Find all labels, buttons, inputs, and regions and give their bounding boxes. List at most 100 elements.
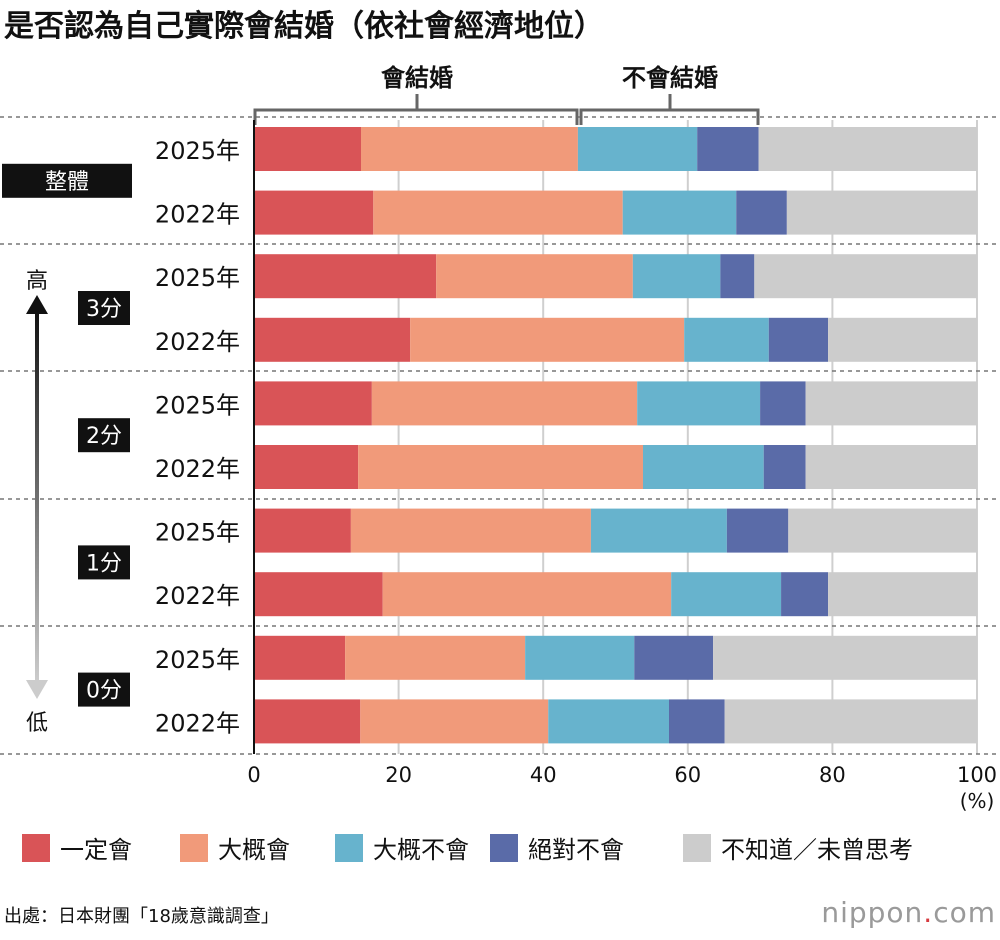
bracket-will-not-marry [579, 94, 760, 125]
legend-swatch [335, 834, 363, 862]
bar-segment [360, 699, 549, 744]
legend: 一定會 大概會 大概不會 絕對不會 不知道／未曾思考 [22, 834, 913, 864]
row-label-year: 2022年 [155, 582, 240, 610]
bar-segment [358, 445, 643, 489]
bar-segment [577, 127, 698, 171]
legend-label: 絕對不會 [528, 836, 624, 864]
bars [254, 127, 977, 744]
bar-segment [254, 254, 437, 299]
x-tick-label: 0 [247, 763, 260, 787]
group-label-box [2, 163, 132, 198]
ses-arrow-icon [26, 295, 48, 699]
row-label-year: 2022年 [155, 455, 240, 483]
group-label: 0分 [86, 679, 122, 704]
legend-swatch [22, 834, 50, 862]
group-label-box [78, 545, 130, 580]
bar-segment [788, 508, 977, 553]
bar-segment [350, 508, 591, 553]
legend-swatch [180, 834, 208, 862]
legend-swatch [683, 834, 711, 862]
bar-segment [436, 254, 633, 299]
bar-segment [720, 254, 755, 299]
legend-label: 大概會 [218, 836, 290, 864]
bracket-label-will-marry: 會結婚 [381, 64, 453, 92]
row-label-year: 2022年 [155, 328, 240, 356]
bar-segment [590, 508, 727, 553]
row-label-year: 2022年 [155, 709, 240, 737]
bar-segment [758, 127, 977, 171]
group-labels: 整體 3分 2分 1分 0分 [2, 163, 132, 707]
bar-segment [671, 572, 782, 617]
bar-segment [828, 317, 977, 362]
bar-segment [736, 190, 787, 235]
group-label: 3分 [86, 297, 122, 322]
bar-segment [760, 381, 806, 426]
bar-segment [254, 699, 361, 744]
row-label-year: 2025年 [155, 646, 240, 674]
row-labels: 2025年 2022年 2025年 2022年 2025年 2022年 2025年 2022年… [155, 137, 240, 737]
bar-segment [726, 508, 789, 553]
arrow-label-high: 高 [26, 269, 48, 294]
group-label-box [78, 418, 130, 453]
bar-segment [754, 254, 977, 299]
legend-label: 一定會 [60, 836, 132, 864]
bar-segment [669, 699, 725, 744]
bar-segment [410, 317, 685, 362]
bar-segment [254, 508, 351, 553]
row-label-year: 2022年 [155, 201, 240, 229]
bar-segment [724, 699, 977, 744]
bar-segment [634, 635, 714, 680]
bar-segment [713, 635, 977, 680]
bracket-label-will-not-marry: 不會結婚 [622, 64, 718, 92]
x-axis-ticks: 0 20 40 60 80 100 [247, 763, 997, 787]
legend-swatch [490, 834, 518, 862]
row-label-year: 2025年 [155, 264, 240, 292]
bar-segment [254, 381, 372, 426]
bar-segment [786, 190, 977, 235]
group-label: 2分 [86, 424, 122, 449]
bar-segment [642, 445, 764, 489]
group-label: 1分 [86, 551, 122, 576]
bar-segment [371, 381, 638, 426]
arrow-label-low: 低 [26, 711, 48, 736]
bar-segment [382, 572, 672, 617]
group-label: 整體 [45, 170, 89, 195]
row-label-year: 2025年 [155, 519, 240, 547]
x-axis-unit: (%) [960, 789, 995, 813]
bar-segment [697, 127, 759, 171]
bar-segment [254, 317, 411, 362]
bar-segment [254, 445, 359, 489]
bar-segment [828, 572, 977, 617]
bar-segment [805, 381, 977, 426]
row-label-year: 2025年 [155, 137, 240, 165]
bar-segment [373, 190, 623, 235]
group-label-box [78, 291, 130, 325]
x-tick-label: 80 [819, 763, 846, 787]
nippon-logo: nippon.com [821, 896, 996, 929]
bar-segment [781, 572, 829, 617]
chart-title: 是否認為自己實際會結婚（依社會經濟地位） [4, 9, 604, 44]
legend-label: 大概不會 [373, 836, 469, 864]
bar-segment [254, 635, 346, 680]
bar-segment [632, 254, 721, 299]
bar-segment [345, 635, 526, 680]
group-separators [0, 116, 1000, 755]
bar-segment [525, 635, 635, 680]
source-note: 出處：日本財團「18歲意識調查」 [4, 906, 279, 927]
bar-segment [622, 190, 737, 235]
legend-label: 不知道／未曾思考 [721, 836, 913, 864]
x-tick-label: 100 [957, 763, 997, 787]
bar-segment [684, 317, 769, 362]
row-label-year: 2025年 [155, 391, 240, 419]
bar-segment [361, 127, 578, 171]
bar-segment [637, 381, 761, 426]
x-tick-label: 60 [674, 763, 701, 787]
bar-segment [763, 445, 806, 489]
bar-segment [548, 699, 670, 744]
x-tick-label: 40 [530, 763, 557, 787]
group-label-box [78, 672, 130, 707]
bracket-will-marry [253, 94, 579, 125]
bar-segment [805, 445, 977, 489]
bar-segment [254, 572, 383, 617]
